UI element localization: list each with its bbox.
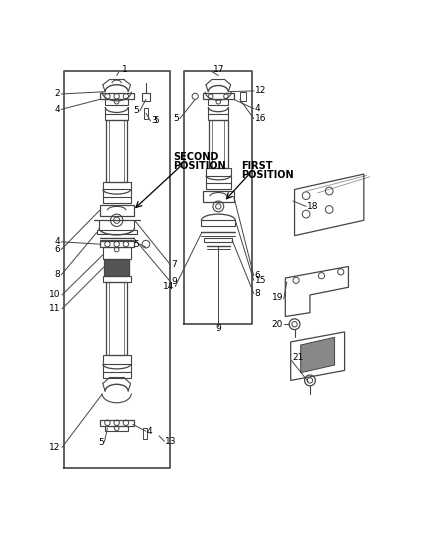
Text: 5: 5	[153, 116, 159, 125]
Bar	[142, 93, 150, 101]
Text: 4: 4	[55, 237, 60, 246]
Text: 17: 17	[212, 65, 224, 74]
Text: 9: 9	[171, 277, 177, 286]
Text: 18: 18	[307, 202, 318, 211]
Text: 7: 7	[171, 261, 177, 269]
Bar	[104, 259, 129, 276]
Text: 4: 4	[55, 105, 60, 114]
Text: 11: 11	[49, 304, 60, 313]
Text: 8: 8	[55, 270, 60, 279]
Bar	[105, 426, 128, 431]
Bar	[208, 114, 228, 120]
Text: FIRST: FIRST	[240, 161, 272, 172]
Bar	[209, 120, 228, 168]
Text: 4: 4	[254, 104, 260, 113]
Text: POSITION: POSITION	[240, 170, 293, 180]
Bar	[203, 93, 234, 99]
Bar	[103, 197, 131, 203]
Bar	[100, 205, 134, 216]
Bar	[103, 247, 131, 259]
Bar	[208, 99, 228, 105]
Bar	[106, 282, 127, 355]
Text: 12: 12	[49, 443, 60, 452]
Text: 16: 16	[254, 114, 266, 123]
Text: 6: 6	[55, 245, 60, 254]
Bar	[206, 183, 231, 189]
Text: 8: 8	[254, 289, 260, 298]
Bar	[103, 355, 131, 364]
Text: 4: 4	[147, 427, 152, 436]
Text: POSITION: POSITION	[173, 160, 226, 171]
Text: 1: 1	[122, 65, 128, 74]
Text: 19: 19	[272, 293, 283, 302]
Polygon shape	[301, 337, 335, 373]
Bar	[103, 276, 131, 282]
Bar	[143, 428, 148, 439]
Bar	[97, 230, 137, 234]
Bar	[201, 220, 235, 227]
Bar	[100, 419, 134, 426]
Text: 5: 5	[133, 107, 139, 116]
Bar	[103, 182, 131, 189]
Text: 13: 13	[165, 437, 177, 446]
Bar	[205, 238, 232, 242]
Text: SECOND: SECOND	[173, 152, 218, 162]
Text: 5: 5	[98, 438, 103, 447]
Bar	[106, 120, 127, 182]
Bar	[144, 108, 148, 119]
Bar	[103, 372, 131, 378]
Bar	[203, 191, 234, 202]
Text: 5: 5	[173, 114, 179, 123]
Text: 5: 5	[133, 240, 139, 248]
Text: 6: 6	[254, 271, 260, 280]
Bar	[105, 114, 128, 120]
Text: 21: 21	[292, 353, 304, 362]
Bar	[105, 99, 128, 105]
Text: 10: 10	[49, 290, 60, 300]
Text: 3: 3	[151, 116, 157, 125]
Text: 15: 15	[254, 276, 266, 285]
Bar	[100, 93, 134, 99]
Text: 12: 12	[254, 86, 266, 95]
Text: 9: 9	[215, 324, 221, 333]
Bar	[240, 92, 246, 101]
Text: 20: 20	[272, 320, 283, 329]
Text: 14: 14	[163, 282, 174, 291]
Bar	[100, 241, 134, 247]
Bar	[206, 168, 231, 175]
Text: 2: 2	[55, 90, 60, 99]
